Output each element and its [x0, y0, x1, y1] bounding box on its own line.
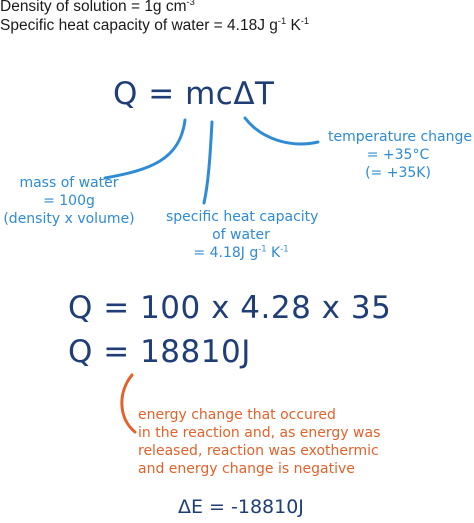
connector-mass [103, 118, 187, 180]
calculation-line2: Q = 18810J [68, 334, 251, 370]
connector-shc [202, 120, 214, 205]
annotation-shc: specific heat capacity of water = 4.18J … [166, 209, 319, 261]
formula-main: Q = mcΔT [113, 76, 275, 112]
annotation-mass: mass of water = 100g (density x volume) [3, 175, 135, 227]
header-shc: Specific heat capacity of water = 4.18J … [0, 15, 310, 34]
result-energy: ΔE = -18810J [178, 496, 304, 518]
annotation-temperature: temperature change = +35°C (= +35K) [328, 129, 472, 181]
calculation-line1: Q = 100 x 4.28 x 35 [68, 290, 392, 326]
bracket-energy [120, 373, 137, 434]
connector-temperature [243, 116, 320, 146]
header-density: Density of solution = 1g cm-3 [0, 0, 195, 15]
energy-note: energy change that occured in the reacti… [138, 407, 381, 477]
